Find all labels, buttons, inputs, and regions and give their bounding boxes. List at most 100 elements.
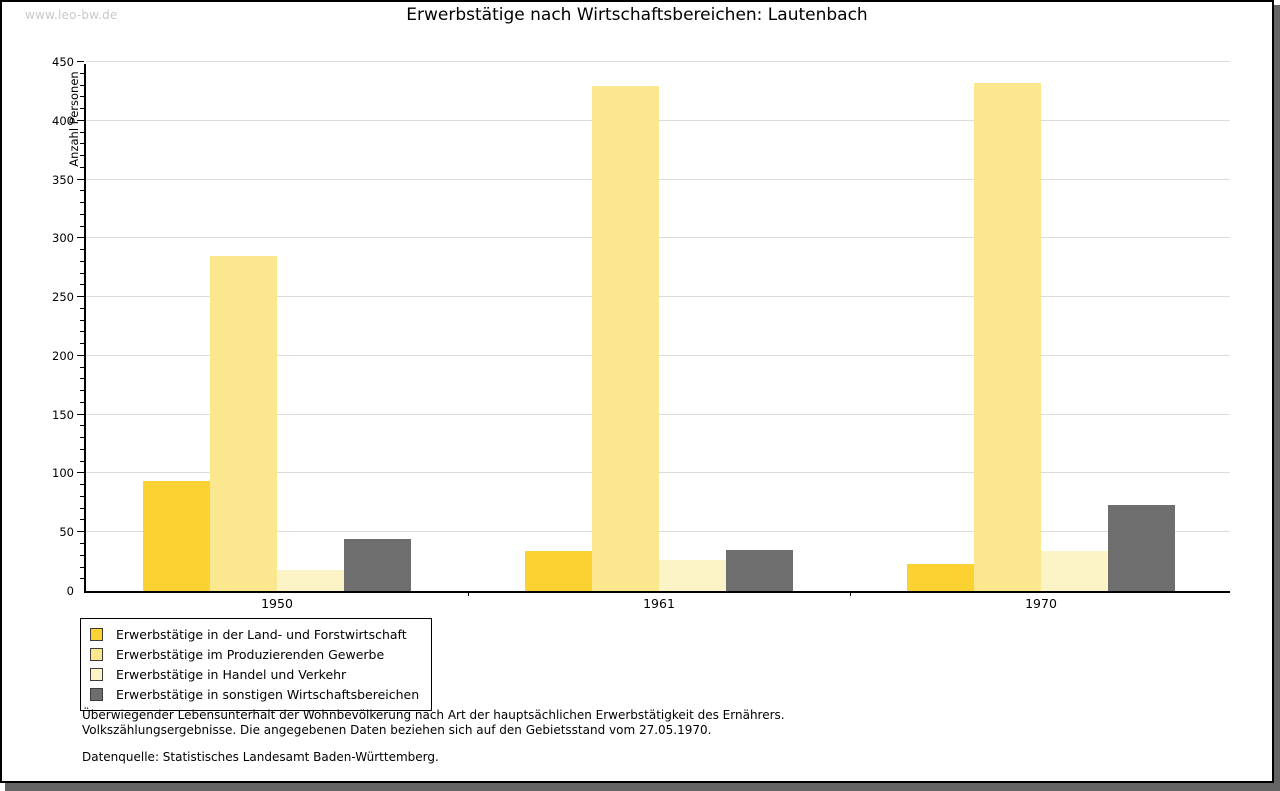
y-minor-tick: [80, 96, 84, 98]
x-category-label: 1970: [1025, 596, 1057, 611]
y-minor-tick: [80, 460, 84, 462]
bar: [659, 560, 726, 591]
y-major-tick: [77, 178, 84, 180]
bar: [344, 539, 411, 591]
y-minor-tick: [80, 542, 84, 544]
bar: [143, 480, 210, 591]
y-tick-label: 50: [59, 525, 74, 540]
legend-label: Erwerbstätige in sonstigen Wirtschaftsbe…: [116, 686, 420, 702]
y-minor-tick: [80, 190, 84, 192]
x-category-label: 1961: [643, 596, 675, 611]
y-tick-label: 300: [52, 231, 74, 246]
y-minor-tick: [80, 284, 84, 286]
y-minor-tick: [80, 495, 84, 497]
y-minor-tick: [80, 84, 84, 86]
y-minor-tick: [80, 484, 84, 486]
y-major-tick: [77, 531, 84, 533]
bar: [592, 85, 659, 591]
bar: [726, 549, 793, 591]
y-minor-tick: [80, 272, 84, 274]
legend-label: Erwerbstätige im Produzierenden Gewerbe: [116, 646, 385, 662]
bar-group-1950: [86, 255, 468, 591]
y-minor-tick: [80, 202, 84, 204]
y-minor-tick: [80, 155, 84, 157]
y-minor-tick: [80, 260, 84, 262]
x-boundary-tick: [850, 591, 851, 596]
y-minor-tick: [80, 437, 84, 439]
bar: [1108, 505, 1175, 591]
bar-group-1970: [850, 83, 1232, 591]
bar: [1041, 551, 1108, 591]
y-minor-tick: [80, 343, 84, 345]
y-tick-label: 350: [52, 172, 74, 187]
y-minor-tick: [80, 213, 84, 215]
y-minor-tick: [80, 366, 84, 368]
legend-label: Erwerbstätige in der Land- und Forstwirt…: [116, 626, 407, 642]
bar-group-1961: [468, 85, 850, 591]
y-minor-tick: [80, 225, 84, 227]
legend-row: Erwerbstätige in sonstigen Wirtschaftsbe…: [90, 684, 419, 704]
y-minor-tick: [80, 249, 84, 251]
note-line-1: Überwiegender Lebensunterhalt der Wohnbe…: [82, 708, 785, 722]
y-minor-tick: [80, 519, 84, 521]
y-minor-tick: [80, 378, 84, 380]
legend-swatch-icon: [90, 627, 103, 641]
legend-label: Erwerbstätige in Handel und Verkehr: [116, 666, 347, 682]
y-minor-tick: [80, 143, 84, 145]
y-minor-tick: [80, 425, 84, 427]
y-major-tick: [77, 61, 84, 62]
legend-swatch-icon: [90, 647, 103, 661]
bar: [277, 569, 344, 591]
y-tick-label: 100: [52, 466, 74, 481]
y-minor-tick: [80, 566, 84, 568]
bar: [907, 563, 974, 591]
legend-swatch-icon: [90, 667, 103, 681]
legend-row: Erwerbstätige im Produzierenden Gewerbe: [90, 644, 419, 664]
plot-area: Anzahl Personen 0 50 100 150 200 250 300 350 400…: [52, 55, 1232, 611]
y-major-tick: [77, 237, 84, 239]
y-major-tick: [77, 119, 84, 121]
bar: [525, 551, 592, 591]
gridline: [86, 61, 1230, 62]
x-boundary-tick: [468, 591, 469, 596]
x-category-label: 1950: [261, 596, 293, 611]
y-major-tick: [77, 296, 84, 298]
y-minor-tick: [80, 401, 84, 403]
frame-shadow-bottom: [5, 783, 1280, 791]
chart-title: Erwerbstätige nach Wirtschaftsbereichen:…: [406, 5, 868, 25]
y-minor-tick: [80, 307, 84, 309]
y-minor-tick: [80, 131, 84, 133]
y-minor-tick: [80, 166, 84, 168]
y-minor-tick: [80, 578, 84, 580]
y-minor-tick: [80, 554, 84, 556]
y-minor-tick: [80, 319, 84, 321]
y-tick-label: 450: [52, 55, 74, 69]
y-minor-tick: [80, 390, 84, 392]
y-tick-label: 0: [66, 584, 74, 598]
y-major-tick: [77, 354, 84, 356]
frame-shadow-right: [1274, 5, 1280, 791]
legend-row: Erwerbstätige in der Land- und Forstwirt…: [90, 624, 419, 644]
bar: [974, 83, 1041, 591]
bar: [210, 255, 277, 591]
y-major-tick: [77, 472, 84, 474]
data-source: Datenquelle: Statistisches Landesamt Bad…: [82, 750, 439, 764]
y-tick-label: 150: [52, 407, 74, 422]
legend-row: Erwerbstätige in Handel und Verkehr: [90, 664, 419, 684]
y-tick-label: 200: [52, 348, 74, 363]
y-tick-label: 400: [52, 113, 74, 128]
footer-notes: Überwiegender Lebensunterhalt der Wohnbe…: [82, 708, 785, 765]
note-line-2: Volkszählungsergebnisse. Die angegebenen…: [82, 722, 712, 737]
y-minor-tick: [80, 72, 84, 74]
legend-swatch-icon: [90, 687, 103, 701]
y-minor-tick: [80, 507, 84, 509]
y-minor-tick: [80, 108, 84, 110]
watermark: www.leo-bw.de: [25, 8, 118, 22]
y-minor-tick: [80, 331, 84, 333]
legend: Erwerbstätige in der Land- und Forstwirt…: [80, 618, 433, 711]
y-minor-tick: [80, 448, 84, 450]
y-tick-label: 250: [52, 290, 74, 305]
y-major-tick: [77, 413, 84, 415]
